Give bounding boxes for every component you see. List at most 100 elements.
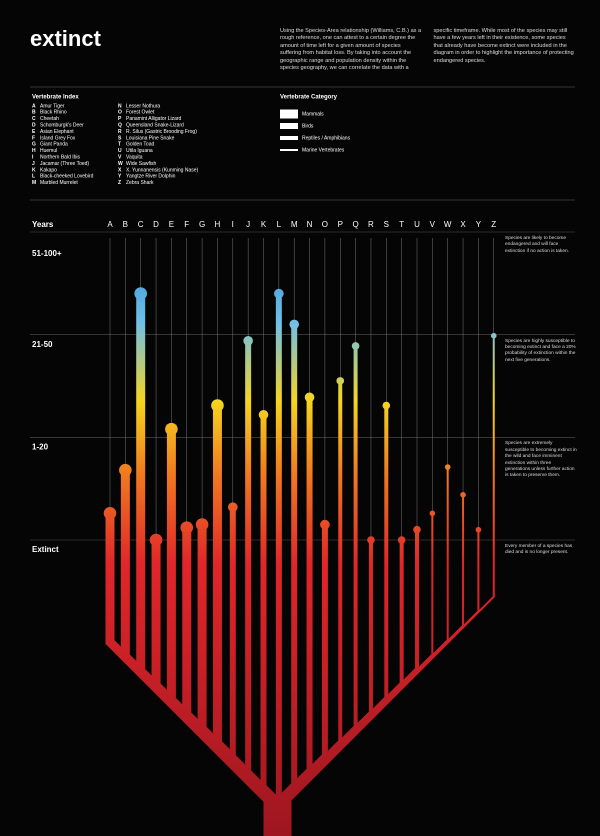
index-letter: T bbox=[118, 142, 121, 148]
x-tick-label: I bbox=[232, 220, 234, 229]
index-letter: P bbox=[118, 116, 122, 122]
branch bbox=[284, 540, 419, 836]
x-tick-label: B bbox=[123, 220, 128, 229]
index-name: Yangtze River Dolphin bbox=[126, 174, 176, 180]
branch bbox=[287, 540, 465, 836]
x-tick-label: V bbox=[430, 220, 436, 229]
index-letter: Q bbox=[118, 123, 122, 129]
branch bbox=[283, 540, 404, 836]
x-tick-label: D bbox=[153, 220, 159, 229]
x-tick-label: T bbox=[399, 220, 404, 229]
index-letter: J bbox=[32, 161, 35, 167]
bar-cap bbox=[490, 332, 497, 339]
bar-cap bbox=[304, 392, 315, 403]
index-name: Northern Bald Ibis bbox=[40, 155, 81, 161]
index-name: Island Grey Fox bbox=[40, 135, 76, 141]
x-tick-label: C bbox=[138, 220, 144, 229]
branch bbox=[289, 540, 495, 836]
index-letter: F bbox=[32, 135, 35, 141]
x-tick-label: G bbox=[199, 220, 205, 229]
legend-swatch bbox=[280, 109, 298, 119]
legend-label: Reptiles / Amphibians bbox=[302, 135, 351, 141]
legend-swatch bbox=[280, 136, 298, 140]
index-letter: E bbox=[32, 129, 36, 135]
index-title: Vertebrate Index bbox=[32, 95, 79, 101]
index-name: Giant Panda bbox=[40, 142, 68, 148]
index-name: Wide Sawfish bbox=[126, 161, 157, 167]
intro: Using the Species-Area relationship (Wil… bbox=[280, 28, 574, 72]
legend-title: Vertebrate Category bbox=[280, 95, 338, 101]
bar-cap bbox=[228, 502, 238, 512]
bar-cap bbox=[475, 526, 482, 533]
bar-cap bbox=[460, 492, 466, 498]
index-letter: Y bbox=[118, 174, 122, 180]
index-letter: I bbox=[32, 155, 34, 161]
x-tick-label: Y bbox=[476, 220, 482, 229]
index-name: Kakapo bbox=[40, 167, 57, 173]
x-tick-label: U bbox=[414, 220, 420, 229]
x-tick-label: Z bbox=[491, 220, 496, 229]
x-tick-label: S bbox=[384, 220, 389, 229]
x-tick-label: K bbox=[261, 220, 267, 229]
x-tick-label: J bbox=[246, 220, 250, 229]
index-letter: W bbox=[118, 161, 123, 167]
band-note: Species are highly susceptible to becomi… bbox=[505, 338, 576, 363]
index-name: Black-cheeked Lovebird bbox=[40, 174, 94, 180]
index-name: Zebra Shark bbox=[126, 180, 154, 186]
index-name: Lesser Nothura bbox=[126, 103, 160, 109]
bar-cap bbox=[397, 536, 406, 544]
bar-cap bbox=[320, 519, 330, 530]
index-letter: H bbox=[32, 148, 36, 154]
bar-cap bbox=[165, 422, 178, 436]
index-letter: V bbox=[118, 155, 122, 161]
index-letter: U bbox=[118, 148, 122, 154]
index-letter: R bbox=[118, 129, 122, 135]
index-name: X. Yunnanensis (Kunming Nase) bbox=[126, 167, 199, 173]
x-tick-label: M bbox=[291, 220, 298, 229]
bar-cap bbox=[134, 287, 147, 300]
legend-swatch bbox=[280, 149, 298, 151]
bar-cap bbox=[243, 336, 253, 346]
index-name: Golden Toad bbox=[126, 142, 154, 148]
index-name: Black Rhino bbox=[40, 110, 67, 116]
index-name: R. Silus (Gastric Brooding Frog) bbox=[126, 129, 197, 135]
branch bbox=[274, 540, 282, 836]
index-letter: S bbox=[118, 135, 122, 141]
x-tick-label: W bbox=[444, 220, 452, 229]
index-letter: G bbox=[32, 142, 36, 148]
x-tick-label: N bbox=[307, 220, 313, 229]
x-tick-label: H bbox=[215, 220, 221, 229]
index-name: Utila Iguana bbox=[126, 148, 153, 154]
index-name: Louisiana Pine Snake bbox=[126, 135, 175, 141]
band-note: Every member of a species has died and i… bbox=[505, 544, 573, 556]
index-name: Schomburgk's Deer bbox=[40, 123, 84, 129]
bar-cap bbox=[258, 409, 269, 420]
index-letter: D bbox=[32, 123, 36, 129]
y-tick-label: 21-50 bbox=[32, 340, 53, 349]
index-name: Queensland Snake-Lizard bbox=[126, 123, 184, 129]
bar-cap bbox=[382, 401, 391, 410]
title: extinct bbox=[30, 26, 102, 51]
x-tick-label: L bbox=[277, 220, 282, 229]
bar-cap bbox=[429, 510, 436, 517]
legend-label: Marine Vertebrates bbox=[302, 147, 345, 153]
index-letter: B bbox=[32, 110, 36, 116]
legend-label: Birds bbox=[302, 123, 314, 129]
bar-cap bbox=[413, 525, 421, 534]
y-tick-label: 51-100+ bbox=[32, 249, 62, 258]
index-name: Asian Elephant bbox=[40, 129, 74, 135]
index-name: Cheetah bbox=[40, 116, 59, 122]
index-letter: Z bbox=[118, 180, 121, 186]
branch bbox=[260, 540, 280, 836]
bar-cap bbox=[119, 463, 132, 477]
y-tick-label: Extinct bbox=[32, 545, 59, 554]
y-tick-label: 1-20 bbox=[32, 442, 49, 451]
legend-swatch bbox=[280, 123, 298, 129]
bar-cap bbox=[336, 377, 345, 385]
index-letter: L bbox=[32, 174, 35, 180]
bar-cap bbox=[367, 536, 375, 544]
index-letter: C bbox=[32, 116, 36, 122]
bar-cap bbox=[274, 288, 284, 299]
x-tick-label: X bbox=[460, 220, 466, 229]
